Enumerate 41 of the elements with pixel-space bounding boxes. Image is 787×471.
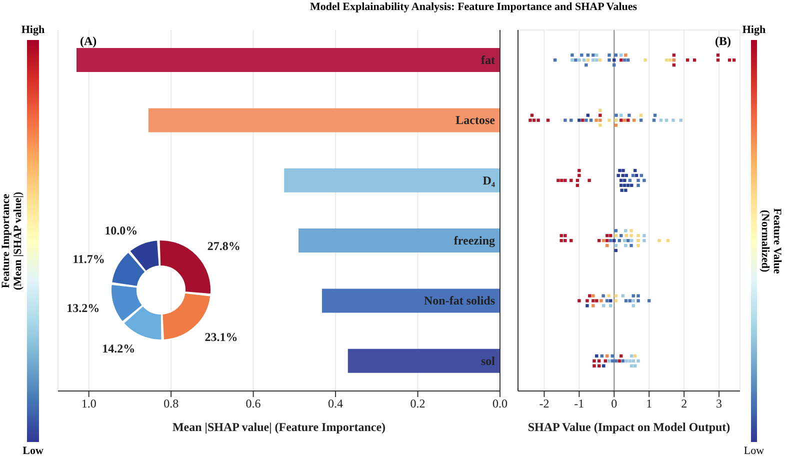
x-tick-label: 0: [611, 396, 618, 411]
bar: [148, 108, 500, 132]
x-tick-label: -2: [539, 396, 550, 411]
bar: [298, 228, 500, 253]
color-bar-title: Feature Value (Normalized): [759, 208, 783, 274]
x-tick-label: -1: [574, 396, 584, 411]
x-tick-label: 3: [716, 396, 722, 411]
bar: [76, 48, 500, 72]
data-label: 13.2%: [66, 301, 100, 316]
data-label: 27.8%: [207, 238, 240, 253]
x-tick-label: 0.6: [246, 396, 261, 411]
annotation: (B): [715, 34, 731, 49]
text: High: [20, 24, 46, 36]
x-tick-label: 1: [646, 396, 652, 411]
text: High: [742, 24, 766, 36]
data-label: 11.7%: [72, 252, 105, 266]
chart-title: Model Explainability Analysis: Feature Importance and SHAP Values: [308, 1, 638, 13]
y-tick-label: fat: [481, 53, 495, 68]
text: Low: [742, 445, 766, 457]
x-axis-title: Mean |SHAP value| (Feature Importance): [172, 420, 386, 434]
x-tick-label: 1.0: [81, 396, 96, 411]
bar: [322, 288, 500, 313]
x-tick-label: 0.4: [328, 396, 344, 411]
y-tick-label: D₄: [482, 173, 496, 188]
y-tick-label: Non-fat solids: [424, 294, 496, 308]
text: Low: [22, 445, 44, 457]
color-bar-title: Feature Importance (Mean |SHAP value|): [0, 192, 24, 290]
y-tick-label: freezing: [454, 234, 495, 248]
x-tick-label: 0.2: [410, 396, 426, 411]
data-label: 10.0%: [104, 223, 138, 238]
bar: [348, 348, 500, 373]
bar: [284, 168, 500, 192]
y-tick-label: sol: [480, 354, 496, 368]
data-label: 23.1%: [204, 330, 238, 344]
x-tick-label: 2: [681, 396, 688, 411]
data-label: 14.2%: [102, 342, 136, 356]
y-tick-label: Lactose: [456, 113, 496, 128]
x-tick-label: 0.8: [164, 396, 179, 411]
x-axis-title: SHAP Value (Impact on Model Output): [528, 420, 730, 434]
annotation: (A): [80, 34, 97, 49]
x-tick-label: 0.0: [492, 396, 508, 411]
